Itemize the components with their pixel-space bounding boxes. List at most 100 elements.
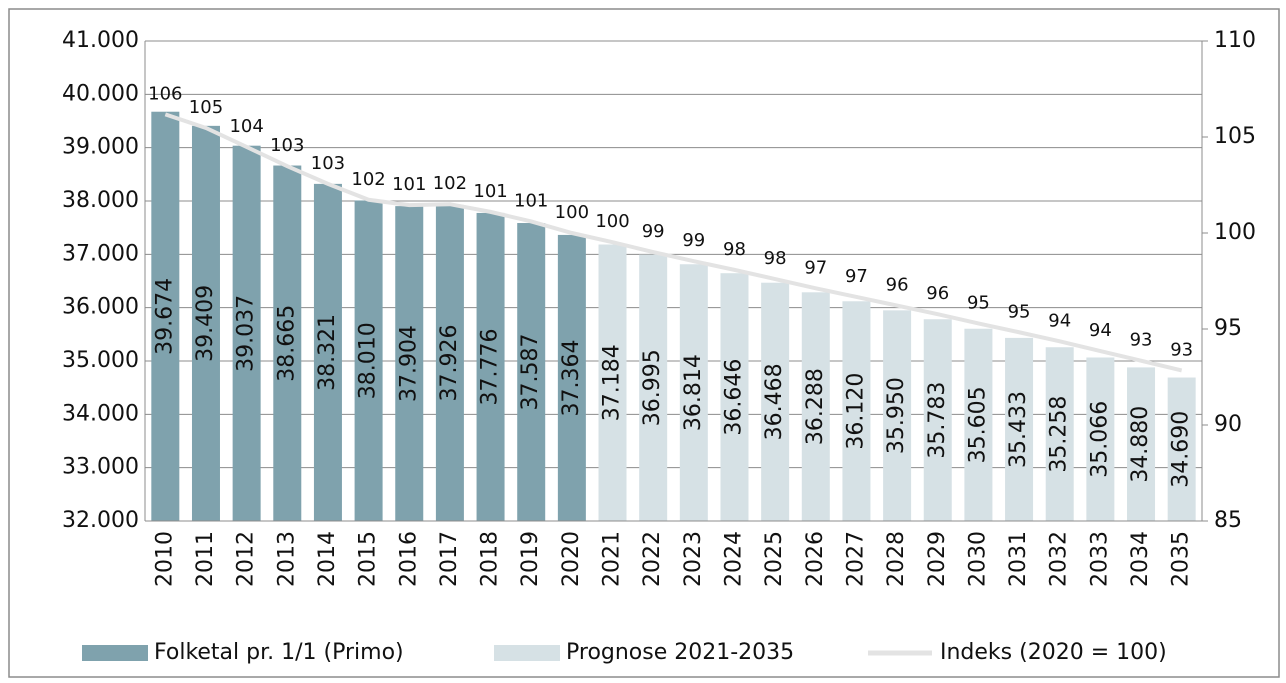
x-tick-label: 2022: [640, 531, 665, 587]
bar: [354, 200, 383, 521]
y2-tick-label: 90: [1214, 412, 1242, 437]
line-value-label: 96: [926, 283, 949, 304]
bar: [1127, 367, 1156, 521]
bar-value-label: 36.288: [803, 368, 828, 445]
x-tick-label: 2017: [437, 531, 462, 587]
y-tick-label: 38.000: [62, 188, 139, 213]
bar-value-label: 37.587: [518, 334, 543, 411]
line-value-label: 102: [433, 173, 467, 194]
y2-tick-label: 110: [1214, 28, 1256, 53]
x-tick-label: 2025: [762, 531, 787, 587]
bar: [395, 206, 424, 521]
x-tick-label: 2030: [965, 531, 990, 587]
y-tick-label: 36.000: [62, 295, 139, 320]
legend-label: Prognose 2021-2035: [566, 640, 794, 665]
x-tick-label: 2016: [396, 531, 421, 587]
y-tick-label: 32.000: [62, 508, 139, 533]
bar-value-label: 39.674: [152, 278, 177, 355]
bar-value-label: 37.364: [559, 339, 584, 416]
line-value-label: 94: [1089, 320, 1112, 341]
y-tick-label: 37.000: [62, 241, 139, 266]
x-tick-label: 2026: [803, 531, 828, 587]
y-tick-label: 35.000: [62, 348, 139, 373]
bar: [273, 165, 302, 522]
bar: [232, 145, 261, 521]
bar: [923, 319, 952, 521]
bar: [964, 328, 993, 521]
bar: [883, 310, 912, 521]
line-value-label: 98: [764, 248, 787, 269]
y-tick-label: 33.000: [62, 455, 139, 480]
line-value-label: 97: [845, 266, 868, 287]
bar-value-label: 35.433: [1006, 391, 1031, 468]
x-tick-label: 2029: [925, 531, 950, 587]
bar-value-label: 38.321: [315, 314, 340, 391]
x-tick-label: 2012: [234, 531, 259, 587]
x-tick-label: 2021: [600, 531, 625, 587]
line-value-label: 103: [311, 153, 345, 174]
x-tick-label: 2010: [152, 531, 177, 587]
line-value-label: 95: [1008, 301, 1031, 322]
y2-tick-label: 100: [1214, 220, 1256, 245]
index-line: [164, 112, 1183, 373]
legend-label: Indeks (2020 = 100): [940, 640, 1167, 665]
line-value-label: 93: [1170, 339, 1193, 360]
bar: [191, 125, 220, 521]
y-tick-label: 41.000: [62, 28, 139, 53]
bar-value-label: 35.605: [965, 386, 990, 463]
bar: [1005, 337, 1034, 521]
x-tick-label: 2023: [681, 531, 706, 587]
y2-tick-label: 85: [1214, 508, 1242, 533]
line-value-label: 99: [682, 230, 705, 251]
x-tick-label: 2019: [518, 531, 543, 587]
bar-value-label: 34.880: [1128, 406, 1153, 483]
bar-value-label: 39.037: [234, 295, 259, 372]
x-tick-label: 2011: [193, 531, 218, 587]
bar: [679, 264, 708, 521]
bar-value-label: 37.904: [396, 325, 421, 402]
bar-value-label: 38.010: [356, 322, 381, 399]
line-value-label: 95: [967, 292, 990, 313]
x-tick-label: 2014: [315, 531, 340, 587]
x-tick-label: 2015: [356, 531, 381, 587]
y-tick-label: 34.000: [62, 401, 139, 426]
line-value-label: 98: [723, 239, 746, 260]
legend-swatch: [82, 645, 148, 661]
bar: [557, 234, 586, 522]
x-tick-label: 2034: [1128, 531, 1153, 587]
y2-tick-label: 95: [1214, 316, 1242, 341]
x-tick-label: 2035: [1169, 531, 1194, 587]
bar-value-label: 35.258: [1047, 396, 1072, 473]
y-tick-label: 39.000: [62, 135, 139, 160]
line-value-label: 101: [514, 190, 548, 211]
bar-value-label: 38.665: [274, 305, 299, 382]
line-value-label: 105: [189, 97, 223, 118]
bar: [313, 183, 342, 521]
x-tick-label: 2024: [721, 531, 746, 587]
line-value-label: 101: [473, 181, 507, 202]
bar-value-label: 35.066: [1087, 401, 1112, 478]
bar: [1167, 377, 1196, 521]
x-tick-label: 2028: [884, 531, 909, 587]
x-tick-label: 2031: [1006, 531, 1031, 587]
bar: [598, 244, 627, 521]
line-value-label: 103: [270, 135, 304, 156]
bar: [639, 254, 668, 521]
bar-value-label: 35.950: [884, 377, 909, 454]
bar: [1086, 357, 1115, 521]
y2-tick-label: 105: [1214, 124, 1256, 149]
bar-value-label: 37.926: [437, 324, 462, 401]
bar-value-label: 34.690: [1169, 411, 1194, 488]
bar-value-label: 35.783: [925, 382, 950, 459]
bar: [476, 212, 505, 522]
bar: [435, 204, 464, 522]
bar-value-label: 36.468: [762, 363, 787, 440]
bar: [151, 111, 180, 521]
line-value-label: 100: [555, 202, 589, 223]
x-tick-label: 2013: [274, 531, 299, 587]
bar: [720, 273, 749, 521]
bar: [801, 292, 830, 521]
legend-swatch: [494, 645, 560, 661]
